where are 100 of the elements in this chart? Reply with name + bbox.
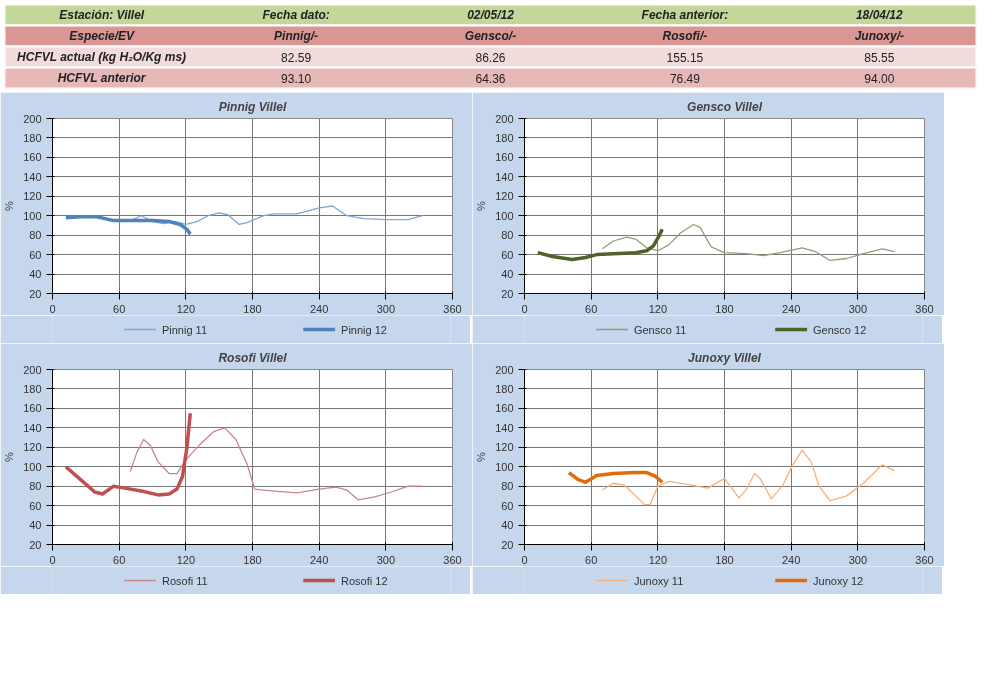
y-tick-label: 40 (29, 268, 42, 281)
text: 86.26 (475, 50, 506, 65)
x-tick-label: 0 (49, 553, 56, 566)
y-tick-label: 120 (23, 190, 42, 203)
text: Gensco/- (464, 29, 517, 43)
x-tick-label: 60 (585, 553, 598, 566)
y-axis-title: % (475, 451, 488, 462)
x-tick-label: 360 (915, 553, 934, 566)
y-tick-label: 160 (495, 402, 514, 415)
text: Fecha anterior: (641, 8, 729, 22)
x-tick-label: 240 (781, 302, 801, 315)
y-tick-label: 20 (29, 287, 42, 300)
x-tick-label: 180 (715, 553, 734, 566)
text: 02/05/12 (467, 8, 515, 22)
line-series (567, 470, 665, 485)
y-tick-label: 180 (495, 382, 514, 395)
text: Junoxy/- (854, 29, 904, 43)
y-tick-label: 180 (23, 382, 42, 395)
x-tick-label: 240 (309, 553, 329, 566)
text: Estación: Villel (59, 8, 145, 22)
legend-label: Rosofi 12 (341, 574, 388, 587)
chart-title: Rosofi Villel (218, 350, 288, 365)
x-tick-label: 360 (443, 553, 462, 566)
text: HCFVL actual (kg H₂O/Kg ms) (17, 50, 187, 64)
y-tick-label: 20 (501, 287, 514, 300)
x-tick-label: 180 (243, 553, 262, 566)
legend-label: Junoxy 12 (813, 574, 864, 587)
y-tick-label: 100 (23, 460, 42, 473)
y-tick-label: 80 (29, 480, 42, 493)
y-tick-label: 160 (23, 151, 42, 164)
text: Fecha dato: (262, 8, 330, 22)
y-tick-label: 200 (495, 112, 514, 125)
y-tick-label: 80 (501, 229, 514, 242)
y-tick-label: 60 (29, 499, 42, 512)
y-tick-label: 40 (501, 519, 514, 532)
y-tick-label: 160 (495, 151, 514, 164)
y-tick-label: 20 (29, 538, 42, 551)
x-tick-label: 120 (176, 302, 196, 315)
x-tick-label: 0 (521, 553, 528, 566)
text: 94.00 (864, 71, 895, 86)
x-tick-label: 360 (915, 302, 934, 315)
y-tick-label: 200 (23, 363, 42, 376)
y-tick-label: 200 (23, 112, 42, 125)
y-tick-label: 80 (29, 229, 42, 242)
y-tick-label: 20 (501, 538, 514, 551)
y-tick-label: 120 (495, 441, 514, 454)
y-tick-label: 120 (495, 190, 514, 203)
y-tick-label: 100 (23, 209, 42, 222)
x-tick-label: 240 (781, 553, 801, 566)
line-series (64, 214, 193, 236)
x-tick-label: 0 (521, 302, 528, 315)
y-axis-title: % (3, 200, 16, 211)
x-tick-label: 0 (49, 302, 56, 315)
text: 93.10 (281, 71, 312, 86)
line-series (129, 427, 424, 501)
y-tick-label: 40 (501, 268, 514, 281)
x-tick-label: 360 (443, 302, 462, 315)
x-tick-label: 300 (848, 553, 868, 566)
line-series (536, 227, 665, 262)
line-series (601, 223, 896, 262)
text: 82.59 (281, 50, 312, 65)
y-tick-label: 180 (23, 131, 42, 144)
text: Pinnig/- (274, 29, 319, 43)
chart-title: Pinnig Villel (218, 99, 287, 114)
text: Especie/EV (69, 29, 136, 43)
legend-label: Pinnig 12 (341, 323, 387, 336)
y-axis-title: % (3, 451, 16, 462)
legend-label: Junoxy 11 (633, 574, 684, 587)
x-tick-label: 120 (648, 553, 668, 566)
x-tick-label: 60 (113, 302, 126, 315)
text: 18/04/12 (855, 8, 903, 22)
x-tick-label: 120 (176, 553, 196, 566)
text: Rosofi/- (662, 29, 708, 43)
y-tick-label: 80 (501, 480, 514, 493)
y-tick-label: 40 (29, 519, 42, 532)
y-tick-label: 100 (495, 209, 514, 222)
y-tick-label: 120 (23, 441, 42, 454)
x-tick-label: 300 (376, 302, 396, 315)
y-tick-label: 200 (495, 363, 514, 376)
y-tick-label: 140 (23, 170, 42, 183)
x-tick-label: 240 (309, 302, 329, 315)
line-series (601, 449, 896, 506)
legend-label: Pinnig 11 (161, 323, 208, 336)
y-tick-label: 140 (23, 421, 42, 434)
text: HCFVL anterior (57, 71, 147, 85)
text: 85.55 (864, 50, 895, 65)
x-tick-label: 60 (113, 553, 126, 566)
y-tick-label: 60 (501, 499, 514, 512)
text: 64.36 (475, 71, 506, 86)
x-tick-label: 120 (648, 302, 668, 315)
chart-title: Junoxy Villel (688, 350, 762, 365)
x-tick-label: 300 (848, 302, 868, 315)
legend-label: Gensco 11 (633, 323, 687, 336)
legend-label: Gensco 12 (813, 323, 867, 336)
y-tick-label: 60 (501, 248, 514, 261)
text: 155.15 (666, 50, 704, 65)
line-series (64, 411, 193, 497)
text: 76.49 (669, 71, 701, 86)
legend-label: Rosofi 11 (161, 574, 208, 587)
y-tick-label: 100 (495, 460, 514, 473)
